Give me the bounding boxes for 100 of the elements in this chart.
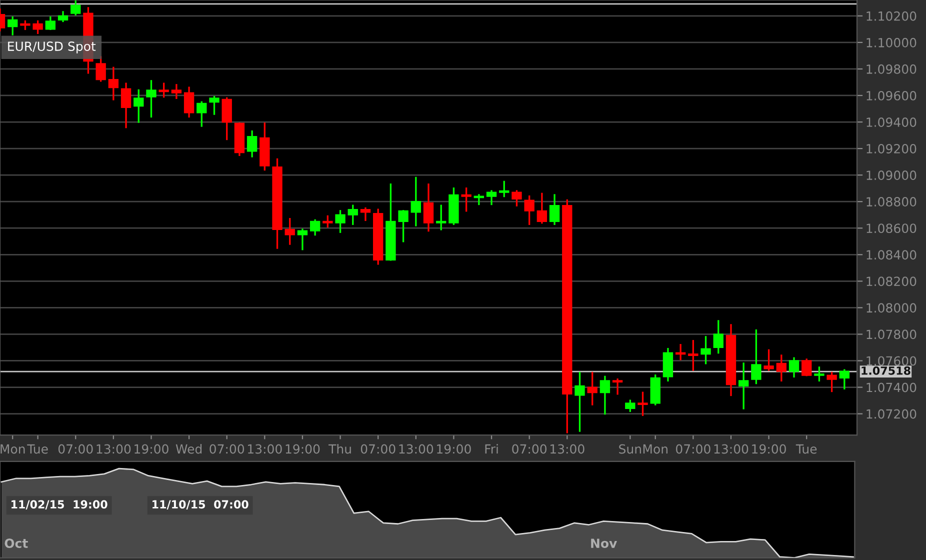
y-tick-label: 1.08000: [866, 303, 916, 313]
candlestick: [70, 0, 81, 16]
x-tick-label: 13:00: [96, 444, 131, 454]
y-tick-label: 1.07600: [866, 356, 916, 366]
candlestick: [814, 366, 824, 382]
x-tick-label: 19:00: [134, 444, 168, 454]
candlestick: [58, 11, 68, 22]
candlestick: [600, 376, 610, 415]
candlestick: [788, 357, 800, 378]
x-tick-label: Nov: [591, 538, 617, 548]
candlestick: [713, 320, 724, 354]
y-tick-label: 1.07400: [866, 382, 916, 392]
candlestick: [222, 97, 232, 140]
candlestick: [410, 176, 421, 226]
y-tick-label: 1.08400: [866, 250, 916, 260]
x-tick-label: 13:00: [714, 444, 748, 454]
ref-line-label: 1.07518: [862, 366, 910, 375]
y-tick-label: 1.10200: [866, 11, 916, 21]
x-tick-label: Sun: [619, 444, 641, 454]
candlestick: [322, 215, 333, 228]
candlestick: [335, 210, 346, 233]
candlestick: [536, 192, 548, 224]
candlestick: [398, 210, 408, 242]
x-tick-label: 13:00: [399, 444, 434, 454]
y-tick-label: 1.09600: [866, 90, 916, 100]
x-tick-label: Mon: [0, 444, 25, 454]
candlestick: [700, 336, 711, 364]
candlestick: [134, 89, 144, 123]
x-tick-label: Tue: [27, 444, 48, 454]
candlestick: [171, 84, 182, 99]
candlestick: [751, 329, 762, 384]
candlestick: [574, 372, 585, 432]
candlestick: [196, 101, 207, 127]
candlestick: [436, 204, 446, 230]
candlestick: [96, 56, 106, 82]
x-tick-label: 13:00: [248, 444, 282, 454]
y-tick-label: 1.09200: [866, 144, 916, 154]
candlestick: [524, 195, 534, 225]
candlestick: [499, 180, 510, 198]
x-tick-label: 07:00: [210, 444, 244, 454]
y-tick-label: 1.09800: [866, 64, 916, 74]
candlestick: [625, 400, 636, 412]
x-tick-label: Thu: [328, 444, 351, 454]
y-tick-label: 1.09400: [866, 117, 916, 127]
candlestick: [32, 20, 43, 34]
candlestick: [512, 190, 522, 206]
candlestick: [688, 340, 698, 371]
x-tick-label: 19:00: [437, 444, 471, 454]
y-tick-label: 1.08600: [866, 224, 916, 234]
candlestick: [184, 86, 194, 118]
x-tick-label: 07:00: [676, 444, 710, 454]
candlestick: [776, 354, 786, 382]
candlestick: [348, 204, 358, 225]
x-tick-label: Oct: [4, 538, 28, 548]
x-tick-label: Tue: [796, 444, 817, 454]
candlestick: [486, 190, 497, 206]
candlestick: [310, 219, 320, 236]
candlestick: [802, 358, 812, 376]
candlestick: [146, 80, 156, 118]
x-tick-label: 13:00: [550, 444, 584, 454]
annotation: 11/10/15 07:00: [152, 500, 248, 510]
x-tick-label: Mon: [643, 444, 668, 454]
candlestick: [284, 218, 295, 245]
x-tick-label: 07:00: [58, 444, 93, 454]
candlestick: [764, 349, 774, 371]
candlestick: [360, 207, 371, 221]
y-tick-label: 1.09000: [866, 170, 916, 180]
annotation: 11/02/15 19:00: [12, 500, 108, 510]
candlestick: [662, 348, 674, 382]
x-tick-label: Fri: [485, 444, 498, 454]
candlestick: [675, 344, 686, 360]
candlestick: [209, 96, 220, 115]
candlestick: [45, 16, 56, 30]
candlestick: [826, 372, 837, 392]
x-tick-label: 07:00: [360, 444, 396, 454]
candlestick: [839, 369, 850, 390]
y-tick-label: 1.10000: [866, 38, 916, 48]
x-tick-label: 19:00: [286, 444, 320, 454]
y-tick-label: 1.08200: [866, 276, 916, 286]
candlestick: [738, 362, 749, 410]
candlestick: [423, 184, 434, 232]
candlestick: [549, 194, 560, 225]
y-tick-label: 1.07800: [866, 330, 916, 340]
candlestick: [120, 82, 132, 128]
candlestick: [587, 372, 598, 406]
candlestick: [297, 228, 308, 250]
y-tick-label: 1.07200: [866, 409, 916, 419]
y-tick-label: 1.08800: [866, 197, 916, 207]
candlestick: [108, 66, 119, 100]
x-tick-label: Wed: [176, 444, 202, 454]
text: EUR/USD Spot: [8, 42, 96, 54]
x-tick-label: 19:00: [752, 444, 786, 454]
candlestick: [638, 392, 648, 416]
candlestick: [612, 378, 623, 395]
candlestick: [474, 194, 484, 206]
candlestick: [246, 130, 258, 158]
x-tick-label: 07:00: [512, 444, 547, 454]
candlestick: [461, 187, 472, 212]
candlestick: [158, 82, 169, 98]
candlestick: [8, 16, 18, 36]
